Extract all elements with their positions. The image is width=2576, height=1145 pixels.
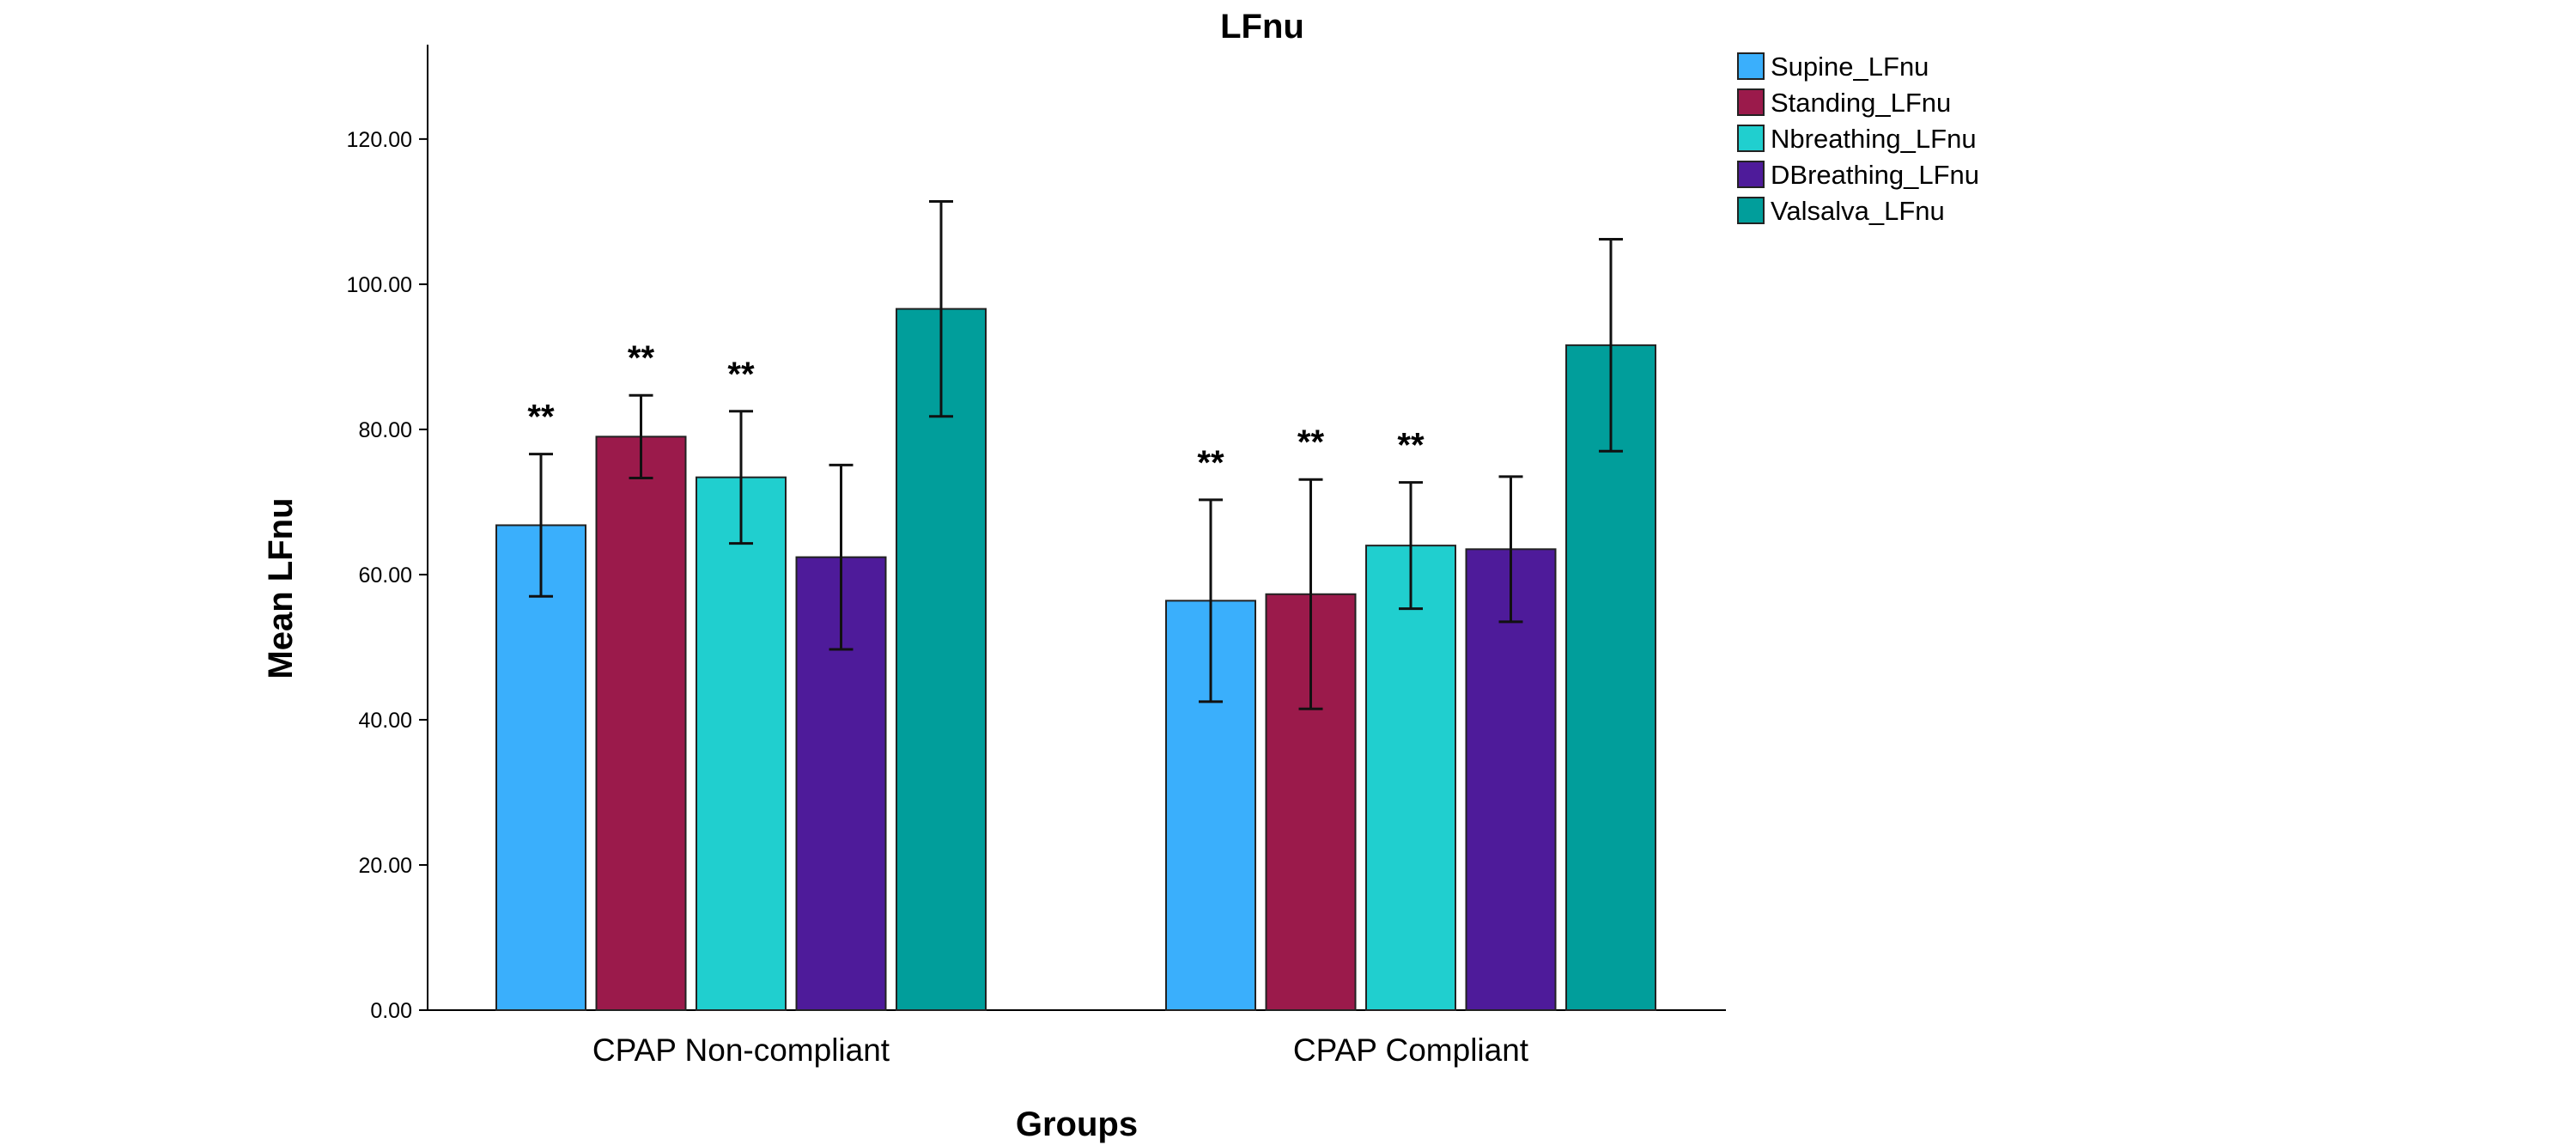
significance-marker: ** bbox=[1197, 444, 1224, 482]
bar-dbreathing-lfnu bbox=[1465, 548, 1557, 1011]
significance-marker: ** bbox=[727, 356, 755, 393]
legend-swatch bbox=[1737, 52, 1765, 80]
significance-marker: ** bbox=[527, 399, 555, 436]
y-tick-label: 20.00 bbox=[358, 854, 412, 878]
bar-valsalva-lfnu bbox=[896, 308, 987, 1012]
y-tick-label: 120.00 bbox=[347, 128, 412, 152]
y-tick-label: 0.00 bbox=[370, 999, 412, 1023]
legend-label: Standing_LFnu bbox=[1771, 88, 1951, 118]
legend-label: DBreathing_LFnu bbox=[1771, 160, 1979, 190]
legend-label: Valsalva_LFnu bbox=[1771, 196, 1945, 226]
legend-label: Supine_LFnu bbox=[1771, 52, 1929, 82]
bar-nbreathing-lfnu bbox=[1365, 545, 1456, 1011]
legend-swatch bbox=[1737, 125, 1765, 152]
bar-nbreathing-lfnu bbox=[696, 476, 787, 1011]
y-tick-label: 40.00 bbox=[358, 709, 412, 733]
bar-standing-lfnu bbox=[595, 435, 687, 1011]
legend-swatch bbox=[1737, 88, 1765, 116]
significance-marker: ** bbox=[1297, 423, 1325, 461]
significance-marker: ** bbox=[628, 339, 655, 377]
y-tick-label: 100.00 bbox=[347, 273, 412, 297]
legend-swatch bbox=[1737, 161, 1765, 188]
category-label: CPAP Compliant bbox=[1293, 1032, 1529, 1068]
y-axis-label: Mean LFnu bbox=[262, 497, 300, 679]
bar-supine-lfnu bbox=[495, 524, 586, 1011]
y-tick-label: 60.00 bbox=[358, 563, 412, 588]
legend-label: Nbreathing_LFnu bbox=[1771, 124, 1977, 154]
significance-marker: ** bbox=[1397, 427, 1425, 465]
y-tick-label: 80.00 bbox=[358, 418, 412, 442]
legend-swatch bbox=[1737, 197, 1765, 224]
category-label: CPAP Non-compliant bbox=[592, 1032, 890, 1068]
x-axis-label: Groups bbox=[1016, 1105, 1138, 1143]
bar-valsalva-lfnu bbox=[1565, 344, 1656, 1011]
chart-title: LFnu bbox=[1220, 8, 1304, 46]
